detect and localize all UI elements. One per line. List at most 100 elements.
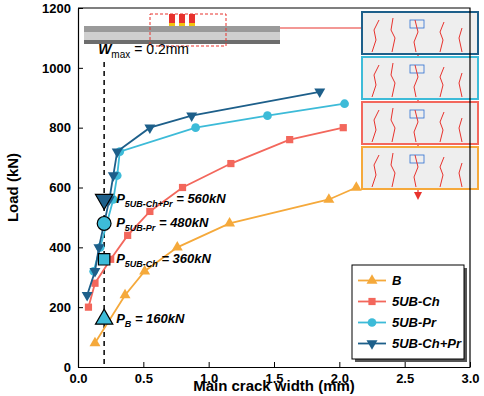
y-tick-label: 1200: [42, 1, 71, 16]
series-marker: [227, 160, 234, 167]
x-tick-mark: [209, 362, 210, 367]
y-tick-mark: [78, 247, 83, 248]
y-tick: 600: [49, 180, 83, 195]
series-marker: [82, 292, 93, 301]
inset-crack: [372, 110, 379, 142]
legend: B5UB-Ch5UB-Pr5UB-Ch+Pr: [352, 265, 467, 362]
y-axis-title: Load (kN): [4, 153, 21, 222]
x-tick-mark: [405, 362, 406, 367]
threshold-label-text: = 480kN: [155, 215, 209, 230]
inset-crack: [459, 163, 462, 187]
series-marker: [340, 124, 347, 131]
plot-frame: [78, 8, 470, 367]
series-marker: [85, 304, 92, 311]
inset-crack: [440, 67, 444, 97]
load-plate: [179, 23, 185, 26]
inset-crack: [414, 20, 418, 52]
series-line: [94, 104, 345, 272]
threshold-label-main: P: [116, 191, 125, 206]
legend-label: 5UB-Ch: [392, 294, 440, 309]
y-tick-label: 600: [49, 180, 71, 195]
legend-label: B: [392, 273, 401, 288]
inset-crack: [391, 153, 395, 187]
legend-marker: [368, 318, 377, 327]
inset-crack: [440, 157, 444, 187]
x-axis-title: Main crack width (mm): [193, 377, 355, 394]
inset-figures: [84, 12, 478, 200]
threshold-label-text: = 560kN: [173, 191, 227, 206]
y-tick: 200: [49, 300, 83, 315]
inset-crack: [414, 155, 418, 187]
x-axis-line: [79, 367, 471, 368]
y-tick-label: 1000: [42, 60, 71, 75]
x-tick-mark: [339, 362, 340, 367]
threshold-label-sub: 5UB-Ch: [125, 259, 159, 269]
load-jack: [179, 14, 185, 24]
inset-crack: [391, 63, 395, 97]
y-tick: 1000: [42, 60, 83, 75]
inset-crack: [391, 108, 395, 142]
series-marker: [179, 184, 186, 191]
series-line: [95, 188, 356, 344]
legend-marker: [367, 340, 378, 349]
threshold-label-text: = 360kN: [158, 251, 212, 266]
inset-crack: [414, 65, 418, 97]
legend-label: 5UB-Pr: [392, 315, 437, 330]
inset-crack: [372, 20, 379, 52]
inset-arrowhead: [414, 192, 422, 200]
series-marker: [314, 89, 325, 98]
inset-crack: [440, 22, 444, 52]
threshold-label: P5UB-Pr = 480kN: [116, 215, 209, 233]
inset-frame: [362, 12, 478, 54]
threshold-label: P5UB-Ch = 360kN: [116, 251, 211, 269]
threshold-label-main: P: [116, 311, 125, 326]
x-tick-mark: [274, 362, 275, 367]
series-marker: [120, 289, 131, 298]
y-tick-mark: [78, 128, 83, 129]
threshold-marker: [95, 194, 112, 209]
y-tick-mark: [78, 307, 83, 308]
y-tick-mark: [78, 188, 83, 189]
x-tick-label: 3.0: [461, 371, 479, 386]
y-tick-mark: [78, 367, 83, 368]
load-jack: [189, 14, 195, 24]
x-tick: 2.5: [396, 362, 414, 386]
legend-box: [352, 265, 464, 359]
load-jack: [169, 14, 175, 24]
beam-slab: [84, 26, 280, 32]
inset-crack: [391, 18, 395, 52]
threshold-marker: [95, 309, 112, 324]
inset-crack: [414, 110, 418, 142]
series-marker: [90, 337, 101, 346]
series-marker: [186, 113, 197, 122]
inset-crack: [459, 28, 462, 52]
inset-photo: [362, 147, 478, 189]
series: [82, 89, 326, 302]
series-marker: [172, 241, 183, 250]
series-marker: [351, 181, 362, 190]
threshold-label-main: P: [116, 215, 125, 230]
series-line: [87, 92, 320, 295]
x-tick-mark: [143, 362, 144, 367]
inset-crack: [372, 65, 379, 97]
series: [85, 124, 347, 311]
legend-marker: [368, 298, 375, 305]
threshold-label-sub: 5UB-Ch+Pr: [125, 199, 173, 209]
inset-frame: [362, 57, 478, 99]
threshold-label-sub: 5UB-Pr: [125, 223, 156, 233]
series-marker: [90, 268, 101, 277]
series-marker: [263, 111, 272, 120]
threshold-marker: [97, 216, 111, 230]
inset-crack: [372, 155, 379, 187]
series-marker: [191, 123, 200, 132]
plot-area: [82, 62, 362, 367]
y-axis: 020040060080010001200: [42, 1, 83, 375]
x-tick: 0.5: [135, 362, 153, 386]
series-marker: [108, 172, 119, 181]
series-marker: [112, 148, 123, 157]
load-plate: [169, 23, 175, 26]
x-tick-label: 2.5: [396, 371, 414, 386]
threshold-label-text: = 160kN: [131, 311, 185, 326]
inset-photo: [362, 57, 478, 99]
series-marker: [286, 136, 293, 143]
